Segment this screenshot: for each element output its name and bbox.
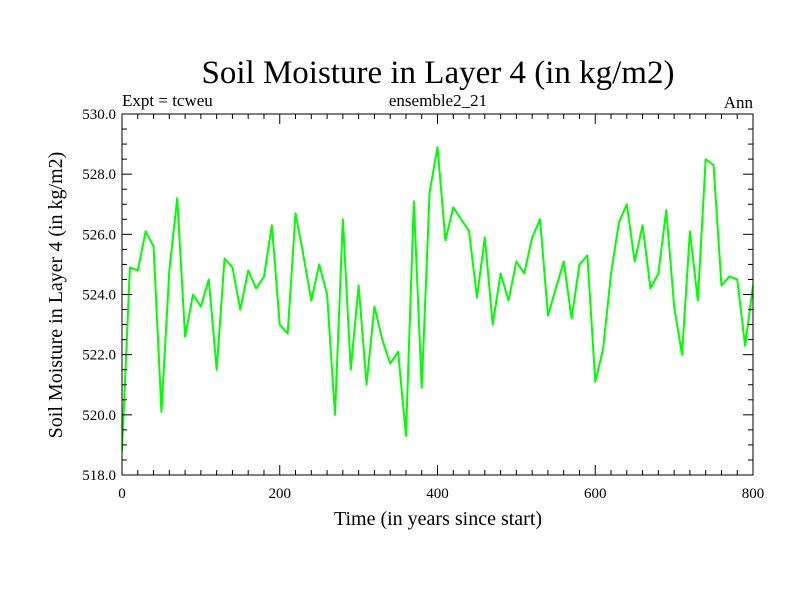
y-tick-label: 520.0 (82, 408, 116, 424)
y-tick-label: 528.0 (82, 167, 116, 183)
y-tick-label: 526.0 (82, 227, 116, 243)
x-tick-label: 600 (584, 486, 607, 502)
y-tick-label: 518.0 (82, 468, 116, 484)
y-axis-label: Soil Moisture in Layer 4 (in kg/m2) (45, 152, 67, 439)
x-axis-label: Time (in years since start) (334, 508, 542, 530)
experiment-label: Expt = tcweu (122, 91, 213, 110)
y-tick-label: 522.0 (82, 348, 116, 364)
ensemble-label: ensemble2_21 (389, 91, 487, 110)
x-tick-label: 800 (742, 486, 765, 502)
x-tick-label: 0 (118, 486, 126, 502)
period-label: Ann (724, 93, 754, 112)
y-axis: 518.0 520.0 522.0 524.0 526.0 528.0 530.0 (82, 107, 753, 484)
x-tick-label: 200 (269, 486, 292, 502)
chart-title: Soil Moisture in Layer 4 (in kg/m2) (202, 55, 675, 91)
x-tick-label: 400 (426, 486, 449, 502)
y-tick-label: 530.0 (82, 107, 116, 123)
x-axis: 0 200 400 600 800 (118, 114, 764, 502)
y-tick-label: 524.0 (82, 288, 116, 304)
